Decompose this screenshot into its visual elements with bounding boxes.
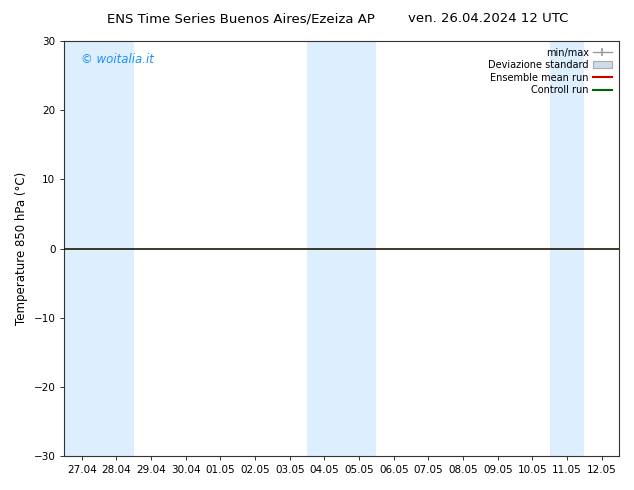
Bar [550, 41, 585, 456]
Text: ven. 26.04.2024 12 UTC: ven. 26.04.2024 12 UTC [408, 12, 568, 25]
Y-axis label: Temperature 850 hPa (°C): Temperature 850 hPa (°C) [15, 172, 28, 325]
Bar [65, 41, 99, 456]
Bar [99, 41, 134, 456]
Text: ENS Time Series Buenos Aires/Ezeiza AP: ENS Time Series Buenos Aires/Ezeiza AP [107, 12, 375, 25]
Legend: min/max, Deviazione standard, Ensemble mean run, Controll run: min/max, Deviazione standard, Ensemble m… [484, 44, 616, 99]
Bar [342, 41, 377, 456]
Text: © woitalia.it: © woitalia.it [81, 53, 154, 67]
Bar [307, 41, 342, 456]
